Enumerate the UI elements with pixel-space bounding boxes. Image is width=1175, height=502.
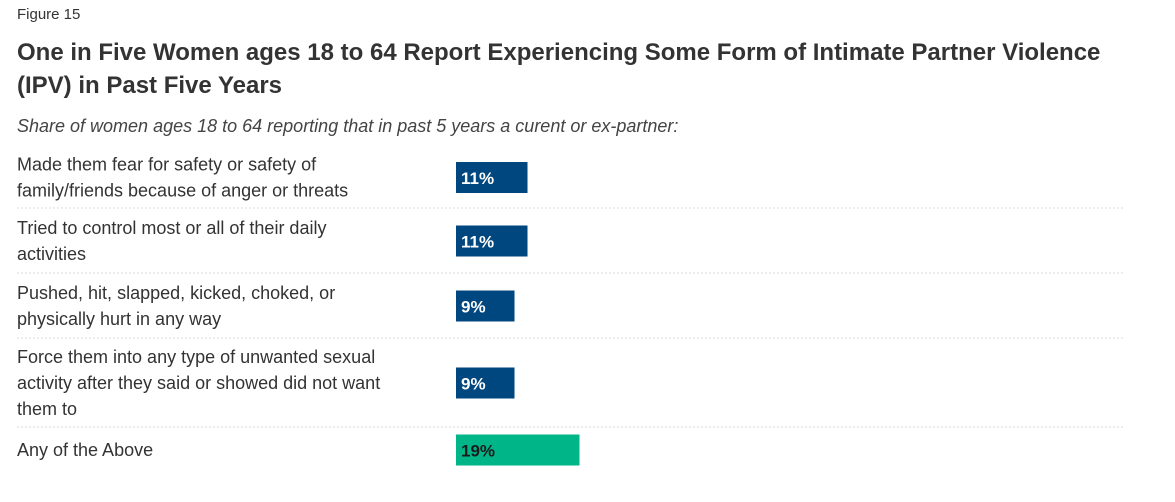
row-label-line: family/friends because of anger or threa… — [17, 181, 348, 201]
row-label-line: Force them into any type of unwanted sex… — [17, 347, 375, 367]
row-label-line: them to — [17, 399, 77, 419]
row-label-line: Tried to control most or all of their da… — [17, 218, 326, 238]
row-label-line: Made them fear for safety or safety of — [17, 155, 317, 175]
bar — [456, 434, 580, 466]
bar — [456, 225, 528, 257]
row-label-line: physically hurt in any way — [17, 309, 221, 329]
bar — [456, 162, 528, 193]
row-label: Pushed, hit, slapped, kicked, choked, or… — [17, 283, 335, 329]
row-label: Made them fear for safety or safety of fa… — [17, 155, 348, 201]
bar-value-label: 11% — [461, 169, 494, 188]
bar-value-label: 9% — [461, 375, 486, 394]
bar-value-label: 9% — [461, 298, 486, 317]
row-label-line: activities — [17, 244, 86, 264]
chart-subtitle: Share of women ages 18 to 64 reporting t… — [17, 116, 679, 136]
bar — [456, 367, 515, 399]
bar-value-label: 11% — [461, 233, 494, 252]
bar — [456, 290, 515, 322]
row-label-line: Any of the Above — [17, 440, 153, 460]
row-label-line: Pushed, hit, slapped, kicked, choked, or — [17, 283, 335, 303]
row-label: Tried to control most or all of their da… — [17, 218, 326, 264]
bar-value-label: 19% — [461, 442, 495, 461]
row-label: Any of the Above — [17, 440, 153, 460]
row-label-line: activity after they said or showed did n… — [17, 373, 380, 393]
chart-title: One in Five Women ages 18 to 64 Report E… — [17, 39, 1101, 99]
figure-label: Figure 15 — [17, 6, 81, 23]
row-label: Force them into any type of unwanted sex… — [17, 347, 380, 419]
